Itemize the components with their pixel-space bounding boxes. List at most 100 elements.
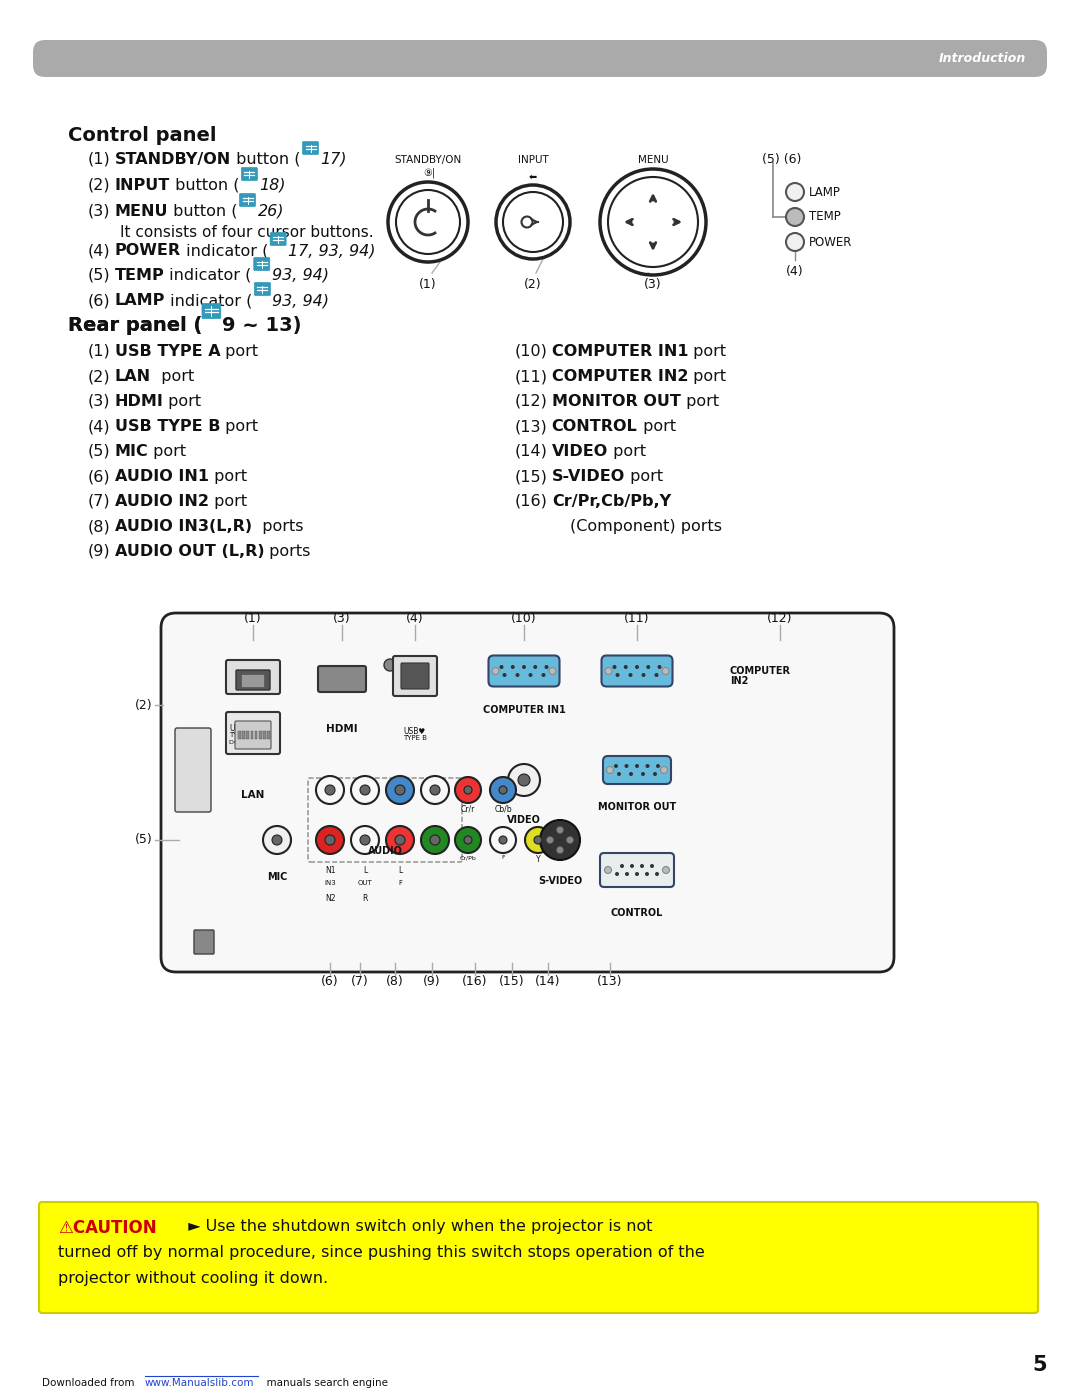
- FancyBboxPatch shape: [602, 655, 673, 686]
- Text: DC5V 0.5A: DC5V 0.5A: [229, 740, 262, 745]
- Text: turned off by normal procedure, since pushing this switch stops operation of the: turned off by normal procedure, since pu…: [58, 1245, 705, 1260]
- Text: 17, 93, 94): 17, 93, 94): [288, 243, 376, 258]
- Text: Rear panel (: Rear panel (: [68, 316, 202, 335]
- Text: (2): (2): [524, 278, 542, 291]
- Circle shape: [502, 673, 507, 678]
- Text: (4): (4): [786, 265, 804, 278]
- Text: LAMP: LAMP: [114, 293, 165, 307]
- Circle shape: [386, 775, 414, 805]
- FancyBboxPatch shape: [175, 728, 211, 812]
- Text: TEMP: TEMP: [114, 268, 164, 284]
- Text: (3): (3): [87, 204, 110, 219]
- Circle shape: [525, 827, 551, 854]
- Text: USB♥: USB♥: [229, 724, 252, 733]
- Text: CONTROL: CONTROL: [611, 908, 663, 918]
- Text: 5: 5: [1032, 1355, 1048, 1375]
- Circle shape: [629, 673, 633, 678]
- Circle shape: [264, 826, 291, 854]
- Circle shape: [607, 767, 613, 774]
- Text: L: L: [397, 866, 402, 875]
- Text: (9): (9): [423, 975, 441, 988]
- Text: STANDBY/ON: STANDBY/ON: [394, 155, 461, 165]
- Circle shape: [360, 835, 370, 845]
- Circle shape: [624, 665, 627, 669]
- Text: COMPUTER IN1: COMPUTER IN1: [552, 344, 688, 359]
- Text: manuals search engine: manuals search engine: [260, 1377, 388, 1389]
- FancyBboxPatch shape: [235, 721, 271, 749]
- Text: CONTROL: CONTROL: [552, 419, 637, 434]
- Text: LAMP: LAMP: [809, 186, 841, 198]
- Text: COMPUTER
IN2: COMPUTER IN2: [730, 665, 791, 686]
- Text: (2): (2): [87, 369, 110, 384]
- Text: (2): (2): [87, 177, 110, 193]
- Text: AUDIO IN1: AUDIO IN1: [114, 469, 208, 483]
- Circle shape: [464, 787, 472, 793]
- Text: (13): (13): [597, 975, 623, 988]
- Circle shape: [658, 665, 661, 669]
- Text: STANDBY/ON: STANDBY/ON: [114, 152, 231, 168]
- Text: USB TYPE B: USB TYPE B: [114, 419, 220, 434]
- FancyBboxPatch shape: [270, 232, 286, 246]
- Text: (1): (1): [87, 344, 111, 359]
- FancyBboxPatch shape: [254, 257, 270, 271]
- Text: ports: ports: [265, 543, 311, 559]
- Text: Control panel: Control panel: [68, 126, 216, 145]
- Text: (6): (6): [87, 469, 110, 483]
- Text: INPUT: INPUT: [517, 155, 549, 165]
- Text: MONITOR OUT: MONITOR OUT: [552, 394, 680, 409]
- Text: (Component) ports: (Component) ports: [570, 520, 723, 534]
- Circle shape: [617, 773, 621, 775]
- Text: port: port: [220, 419, 258, 434]
- Text: (1): (1): [419, 278, 436, 291]
- Text: 26): 26): [257, 204, 284, 219]
- Text: port: port: [208, 469, 246, 483]
- Text: port: port: [625, 469, 663, 483]
- Circle shape: [541, 673, 545, 678]
- Circle shape: [605, 866, 611, 873]
- Text: (5): (5): [87, 444, 110, 460]
- Circle shape: [395, 785, 405, 795]
- Bar: [238, 731, 241, 739]
- FancyBboxPatch shape: [401, 664, 429, 689]
- Text: (10): (10): [511, 612, 537, 624]
- FancyBboxPatch shape: [603, 756, 671, 784]
- Text: Cr/Pb: Cr/Pb: [460, 855, 476, 861]
- Text: Cr/r: Cr/r: [461, 805, 475, 814]
- Circle shape: [630, 863, 634, 868]
- FancyBboxPatch shape: [202, 303, 220, 319]
- Circle shape: [272, 835, 282, 845]
- FancyBboxPatch shape: [255, 282, 270, 296]
- Circle shape: [511, 665, 515, 669]
- Text: USB TYPE A: USB TYPE A: [114, 344, 220, 359]
- Circle shape: [620, 863, 624, 868]
- Text: (14): (14): [515, 444, 548, 460]
- Text: (1): (1): [244, 612, 261, 624]
- Circle shape: [544, 665, 549, 669]
- Circle shape: [624, 764, 629, 768]
- Circle shape: [549, 668, 556, 675]
- Circle shape: [490, 827, 516, 854]
- Circle shape: [645, 872, 649, 876]
- Bar: [251, 731, 253, 739]
- Circle shape: [635, 665, 639, 669]
- Text: port: port: [637, 419, 676, 434]
- Text: (14): (14): [536, 975, 561, 988]
- Text: MIC: MIC: [267, 872, 287, 882]
- Text: (1): (1): [87, 152, 111, 168]
- Circle shape: [455, 827, 481, 854]
- FancyBboxPatch shape: [241, 168, 257, 180]
- Circle shape: [615, 872, 619, 876]
- Circle shape: [430, 835, 440, 845]
- Circle shape: [656, 764, 660, 768]
- Text: VIDEO: VIDEO: [552, 444, 608, 460]
- Circle shape: [642, 673, 646, 678]
- Text: AUDIO IN2: AUDIO IN2: [114, 495, 208, 509]
- Circle shape: [635, 872, 639, 876]
- Text: R: R: [362, 894, 367, 902]
- Circle shape: [642, 773, 645, 775]
- Text: OUT: OUT: [357, 880, 373, 886]
- Circle shape: [653, 773, 657, 775]
- Text: (16): (16): [462, 975, 488, 988]
- Circle shape: [640, 863, 644, 868]
- Circle shape: [616, 673, 620, 678]
